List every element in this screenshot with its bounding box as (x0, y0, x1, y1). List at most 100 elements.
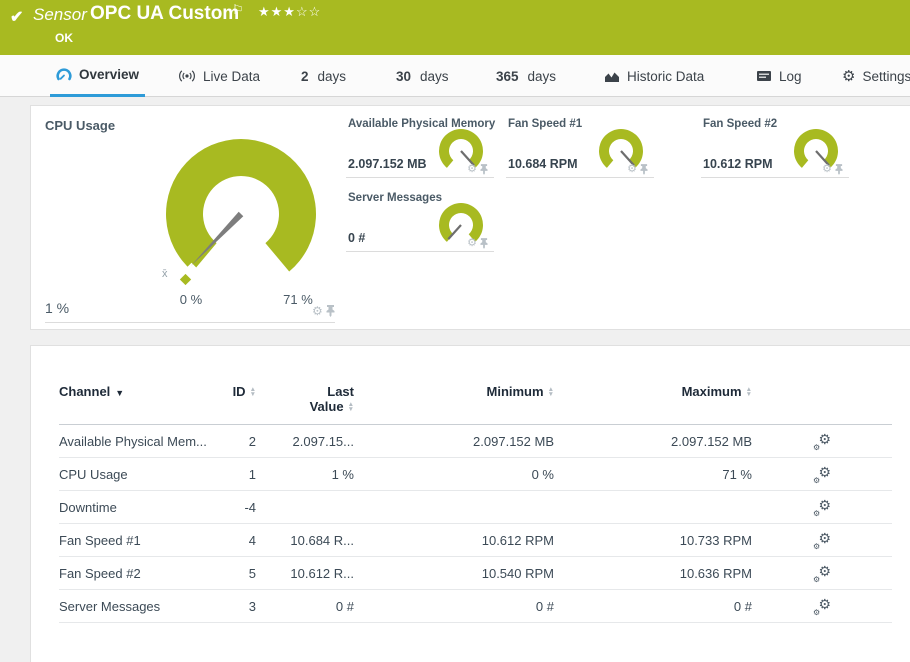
tab-label: days (420, 68, 449, 84)
gauge-icon (56, 68, 72, 81)
tab-365-days[interactable]: 365 days (490, 55, 562, 97)
channel-name[interactable]: Available Physical Mem... (59, 433, 207, 449)
table-row[interactable]: CPU Usage 1 1 % 0 % 71 % ⚙ ⚙ (59, 458, 892, 491)
gauge-value: 2.097.152 MB (348, 157, 427, 171)
column-header-last-value[interactable]: Last Value ▲ ▼ (309, 384, 354, 414)
channel-settings-gear-icon[interactable]: ⚙ (312, 304, 323, 318)
tab-overview[interactable]: Overview (50, 55, 146, 97)
sort-icon: ▲ ▼ (347, 400, 354, 413)
channel-settings-gear-icon[interactable]: ⚙ (822, 163, 832, 175)
gauge-tile-fan-speed-2[interactable]: Fan Speed #2 10.612 RPM ⚙ (701, 116, 849, 178)
tab-historic-data[interactable]: Historic Data (598, 55, 710, 97)
edit-channel-settings-icon[interactable]: ⚙ ⚙ (813, 497, 831, 518)
tab-bar: Overview Live Data 2 days 30 days 365 da… (0, 55, 910, 97)
channel-last-value: 10.612 R... (290, 565, 354, 581)
log-icon (757, 71, 771, 81)
channels-panel: Channel ▼ ID ▲ ▼ Last Value ▲ ▼ Minimum ▲ ▼ Max… (30, 345, 910, 662)
pin-icon[interactable] (480, 164, 488, 175)
tab-number: 30 (396, 68, 412, 84)
channel-settings-gear-icon[interactable]: ⚙ (467, 237, 477, 249)
mini-gauge (599, 129, 643, 168)
table-row[interactable]: Fan Speed #2 5 10.612 R... 10.540 RPM 10… (59, 557, 892, 590)
channel-minimum: 2.097.152 MB (473, 433, 554, 449)
sort-icon: ▲ ▼ (249, 385, 256, 398)
mini-gauge-needle (620, 150, 636, 167)
cpu-gauge-min-label: 0 % (179, 292, 203, 307)
tab-2-days[interactable]: 2 days (295, 55, 352, 97)
live-broadcast-icon (179, 70, 195, 82)
edit-channel-settings-icon[interactable]: ⚙ ⚙ (813, 530, 831, 551)
priority-stars[interactable]: ★★★☆☆ (258, 4, 322, 19)
average-marker: x̄ (162, 268, 168, 280)
channel-last-value: 10.684 R... (290, 532, 354, 548)
flag-icon[interactable]: ⚐ (232, 2, 244, 17)
pin-icon[interactable] (480, 238, 488, 249)
column-header-id[interactable]: ID ▲ ▼ (232, 384, 256, 399)
edit-channel-settings-icon[interactable]: ⚙ ⚙ (813, 596, 831, 617)
tab-label: Settings (862, 68, 910, 84)
tab-label: days (527, 68, 557, 84)
channel-name[interactable]: Fan Speed #1 (59, 532, 141, 548)
cpu-gauge-max-label: 71 % (283, 292, 313, 307)
tab-label: days (317, 68, 347, 84)
gauge-title: Available Physical Memory (348, 118, 496, 130)
channel-last-value: 2.097.15... (292, 433, 354, 449)
gauge-value: 10.684 RPM (508, 157, 578, 171)
mini-gauge (439, 203, 483, 242)
tab-settings[interactable]: ⚙ Settings (836, 55, 910, 97)
tab-number: 365 (496, 68, 519, 84)
channel-minimum: 0 % (531, 466, 554, 482)
pin-icon[interactable] (326, 305, 335, 317)
edit-channel-settings-icon[interactable]: ⚙ ⚙ (813, 563, 831, 584)
gauges-panel: CPU Usage x̄ 0 % 71 % 1 % ⚙ Available Ph… (30, 105, 910, 330)
table-row[interactable]: Server Messages 3 0 # 0 # 0 # ⚙ ⚙ (59, 590, 892, 623)
gauge-tile-available-physical-memory[interactable]: Available Physical Memory 2.097.152 MB ⚙ (346, 116, 496, 178)
sort-desc-icon: ▼ (115, 388, 125, 398)
sort-icon: ▲ ▼ (745, 385, 752, 398)
mini-gauge (439, 129, 483, 168)
pin-icon[interactable] (835, 164, 843, 175)
table-row[interactable]: Downtime -4 ⚙ ⚙ (59, 491, 892, 524)
tab-label: Overview (79, 67, 140, 82)
channel-last-value: 1 % (331, 466, 354, 482)
cpu-gauge-needle (190, 211, 244, 266)
table-body: Available Physical Mem... 2 2.097.15... … (59, 425, 910, 623)
channel-maximum: 10.733 RPM (679, 532, 752, 548)
table-header-row: Channel ▼ ID ▲ ▼ Last Value ▲ ▼ Minimum ▲ ▼ Max… (59, 384, 892, 425)
channel-maximum: 71 % (722, 466, 752, 482)
cpu-gauge[interactable]: x̄ (156, 129, 326, 299)
sort-icon: ▲ ▼ (547, 385, 554, 398)
status-badge: OK (55, 31, 73, 45)
channel-name[interactable]: Downtime (59, 499, 117, 515)
column-header-maximum[interactable]: Maximum ▲ ▼ (681, 384, 752, 399)
edit-channel-settings-icon[interactable]: ⚙ ⚙ (813, 431, 831, 452)
cpu-gauge-title: CPU Usage (45, 118, 116, 133)
channel-name[interactable]: Fan Speed #2 (59, 565, 141, 581)
channel-minimum: 10.540 RPM (481, 565, 554, 581)
column-header-minimum[interactable]: Minimum ▲ ▼ (486, 384, 555, 399)
area-chart-icon (605, 72, 619, 82)
channel-name[interactable]: Server Messages (59, 598, 161, 614)
cpu-gauge-value: 1 % (45, 300, 70, 316)
channel-settings-gear-icon[interactable]: ⚙ (467, 163, 477, 175)
gauge-tile-server-messages[interactable]: Server Messages 0 # ⚙ (346, 190, 494, 252)
edit-channel-settings-icon[interactable]: ⚙ ⚙ (813, 464, 831, 485)
mini-gauge-needle (447, 224, 462, 240)
channels-table: Channel ▼ ID ▲ ▼ Last Value ▲ ▼ Minimum ▲ ▼ Max… (31, 346, 910, 623)
channel-id: -4 (244, 499, 256, 515)
tab-30-days[interactable]: 30 days (390, 55, 455, 97)
table-row[interactable]: Fan Speed #1 4 10.684 R... 10.612 RPM 10… (59, 524, 892, 557)
pin-icon[interactable] (640, 164, 648, 175)
column-header-channel[interactable]: Channel ▼ (59, 384, 125, 399)
channel-name[interactable]: CPU Usage (59, 466, 128, 482)
gauge-tile-fan-speed-1[interactable]: Fan Speed #1 10.684 RPM ⚙ (506, 116, 654, 178)
channel-minimum: 10.612 RPM (481, 532, 554, 548)
gauge-title: Fan Speed #2 (703, 118, 778, 130)
gauge-value: 0 # (348, 231, 366, 245)
channel-last-value: 0 # (335, 598, 354, 614)
tab-log[interactable]: Log (750, 55, 808, 97)
tab-live-data[interactable]: Live Data (172, 55, 266, 97)
channel-settings-gear-icon[interactable]: ⚙ (627, 163, 637, 175)
table-row[interactable]: Available Physical Mem... 2 2.097.15... … (59, 425, 892, 458)
channel-id: 2 (248, 433, 256, 449)
